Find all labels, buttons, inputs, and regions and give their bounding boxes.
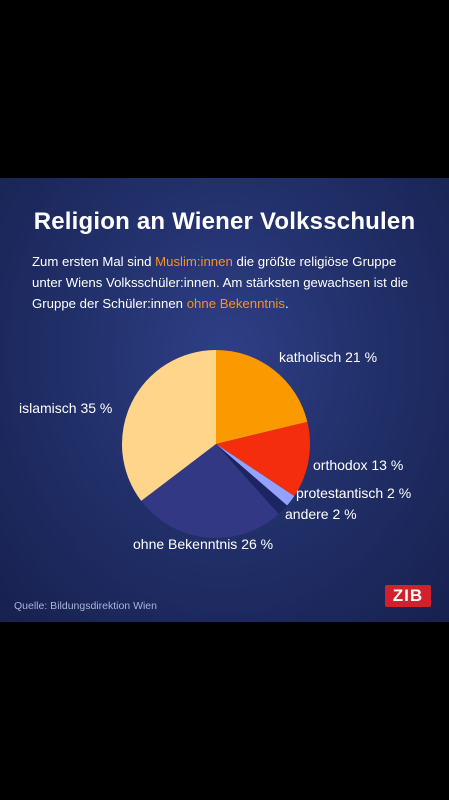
label-ohne-bekenntnis: ohne Bekenntnis 26 % <box>133 536 274 552</box>
pie-slice-orthodox <box>216 421 310 497</box>
label-orthodox: orthodox 13 % <box>313 457 404 473</box>
pie-slice-katholisch <box>216 350 308 444</box>
zib-logo: ZIB <box>385 585 431 607</box>
source-note: Quelle: Bildungsdirektion Wien <box>14 600 157 612</box>
label-andere: andere 2 % <box>285 506 357 522</box>
label-protestantisch: protestantisch 2 % <box>296 485 412 501</box>
pie-slice-islamisch <box>121 350 216 501</box>
chart-title: Religion an Wiener Volksschulen <box>33 208 416 235</box>
infographic-card: Religion an Wiener Volksschulen Zum erst… <box>0 178 449 622</box>
intro-part-2: die größte religiöse Gruppe unter Wiens … <box>32 254 409 311</box>
pie-slice-protestantisch <box>216 444 295 506</box>
intro-text: Zum ersten Mal sind Muslim:innen die grö… <box>32 251 427 314</box>
intro-part-3: . <box>284 296 289 311</box>
intro-highlight-muslim: Muslim:innen <box>155 254 233 269</box>
pie-chart <box>121 350 310 538</box>
intro-highlight-no-religion: ohne Bekenntnis <box>186 296 285 311</box>
label-katholisch: katholisch 21 % <box>279 349 378 365</box>
intro-part-1: Zum ersten Mal sind <box>32 254 156 269</box>
label-islamisch: islamisch 35 % <box>19 400 113 416</box>
pie-slice-andere <box>216 444 288 515</box>
pie-slice-ohne-bekenntnis <box>141 444 279 538</box>
